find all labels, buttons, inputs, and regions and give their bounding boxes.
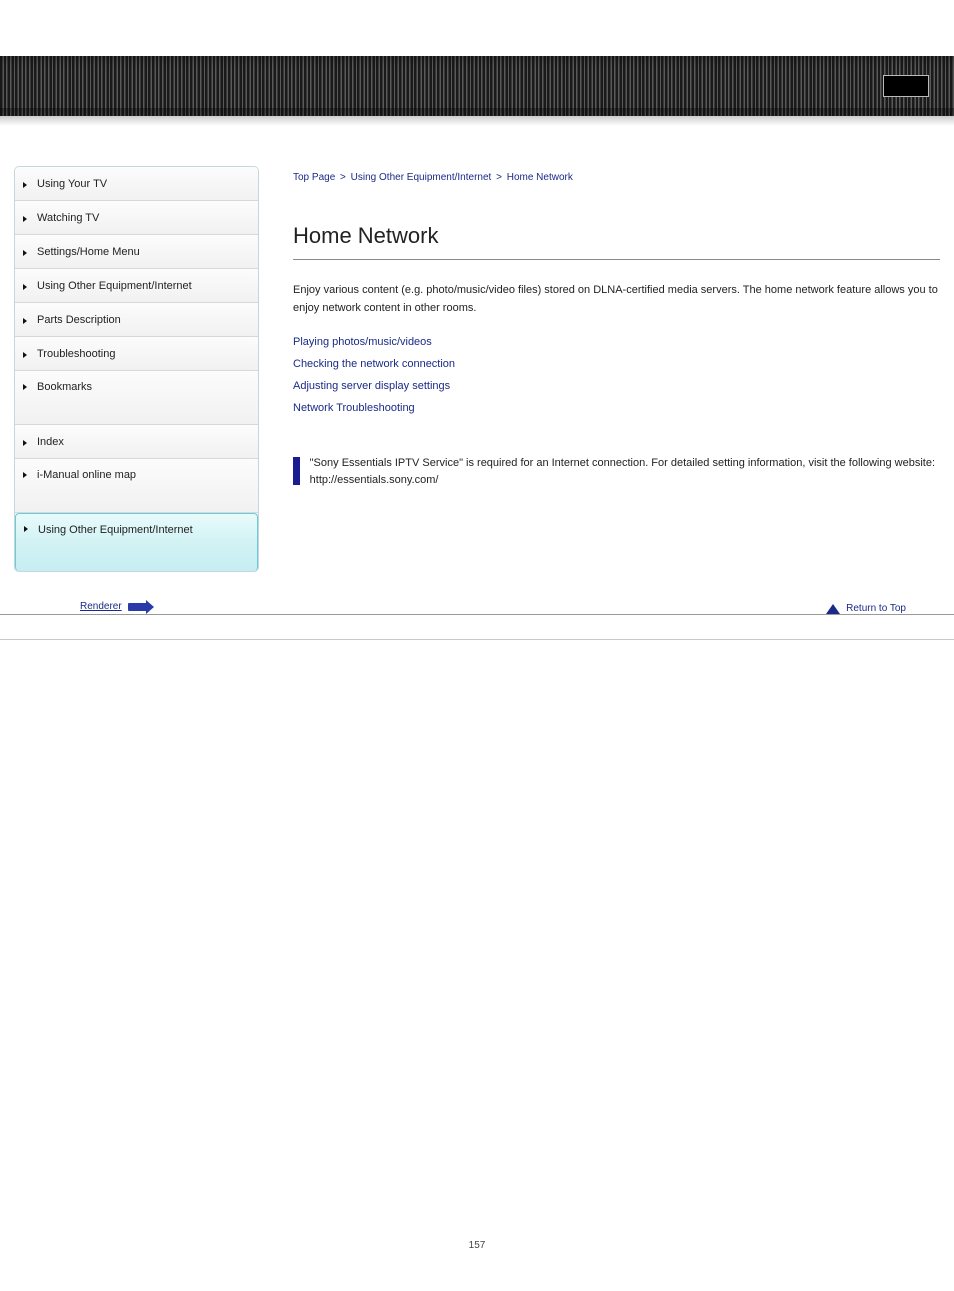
link-playing[interactable]: Playing photos/music/videos	[293, 336, 432, 348]
sidebar-item-watching-tv[interactable]: Watching TV	[15, 201, 258, 235]
breadcrumb-section[interactable]: Using Other Equipment/Internet	[351, 172, 492, 183]
sidebar-item-label: Using Other Equipment/Internet	[38, 524, 193, 536]
chevron-right-icon	[23, 182, 27, 188]
chevron-right-icon	[23, 440, 27, 446]
sidebar-item-label: Using Other Equipment/Internet	[37, 280, 192, 292]
footer-bar: Renderer Return to Top	[0, 614, 954, 640]
app-header-stripes	[0, 56, 954, 116]
sidebar-item-troubleshooting[interactable]: Troubleshooting	[15, 337, 258, 371]
chevron-right-icon	[23, 250, 27, 256]
return-to-top-label: Return to Top	[846, 603, 906, 614]
link-network-troubleshooting[interactable]: Network Troubleshooting	[293, 402, 415, 414]
chevron-right-icon	[23, 384, 27, 390]
return-to-top-link[interactable]: Return to Top	[826, 603, 906, 614]
sidebar-item-imanual-map[interactable]: i-Manual online map	[15, 459, 258, 513]
tip-block: "Sony Essentials IPTV Service" is requir…	[293, 455, 940, 489]
page-number: 157	[469, 1240, 486, 1251]
sidebar-item-label: Bookmarks	[37, 381, 92, 393]
content-wrapper: Using Your TV Watching TV Settings/Home …	[0, 166, 954, 572]
sidebar-item-label: Troubleshooting	[37, 348, 115, 360]
sidebar-item-index[interactable]: Index	[15, 425, 258, 459]
intro-paragraph: Enjoy various content (e.g. photo/music/…	[293, 282, 940, 317]
chevron-right-icon	[23, 352, 27, 358]
sidebar-item-label: Watching TV	[37, 212, 99, 224]
header-button[interactable]	[883, 75, 929, 97]
sidebar-item-parts-description[interactable]: Parts Description	[15, 303, 258, 337]
page-title: Home Network	[293, 223, 940, 260]
chevron-right-icon	[23, 284, 27, 290]
triangle-up-icon	[826, 604, 840, 614]
sidebar-item-using-your-tv[interactable]: Using Your TV	[15, 167, 258, 201]
sidebar-item-label: Index	[37, 436, 64, 448]
link-check-connection[interactable]: Checking the network connection	[293, 358, 455, 370]
link-list: Playing photos/music/videos Checking the…	[293, 331, 940, 419]
chevron-right-icon	[23, 318, 27, 324]
sidebar-item-label: i-Manual online map	[37, 469, 136, 481]
sidebar-item-label: Using Your TV	[37, 178, 107, 190]
sidebar-item-label: Parts Description	[37, 314, 121, 326]
sidebar-item-active[interactable]: Using Other Equipment/Internet	[15, 513, 258, 571]
tip-bar-icon	[293, 457, 300, 485]
next-link[interactable]: Renderer	[80, 601, 148, 612]
chevron-right-icon	[24, 526, 28, 532]
tip-text: "Sony Essentials IPTV Service" is requir…	[310, 455, 940, 489]
sidebar-item-settings-home-menu[interactable]: Settings/Home Menu	[15, 235, 258, 269]
sidebar-item-label: Settings/Home Menu	[37, 246, 140, 258]
chevron-right-icon	[23, 216, 27, 222]
arrow-right-icon	[128, 603, 148, 611]
next-link-label: Renderer	[80, 601, 122, 612]
breadcrumb-sep: >	[496, 172, 505, 183]
sidebar-item-using-other-equipment[interactable]: Using Other Equipment/Internet	[15, 269, 258, 303]
breadcrumb-sep: >	[340, 172, 349, 183]
sidebar-item-bookmarks[interactable]: Bookmarks	[15, 371, 258, 425]
chevron-right-icon	[23, 472, 27, 478]
breadcrumb-top[interactable]: Top Page	[293, 172, 335, 183]
link-server-settings[interactable]: Adjusting server display settings	[293, 380, 450, 392]
main-content: Top Page > Using Other Equipment/Interne…	[259, 166, 940, 572]
breadcrumb: Top Page > Using Other Equipment/Interne…	[293, 172, 940, 183]
sidebar: Using Your TV Watching TV Settings/Home …	[14, 166, 259, 572]
breadcrumb-current: Home Network	[507, 172, 573, 183]
